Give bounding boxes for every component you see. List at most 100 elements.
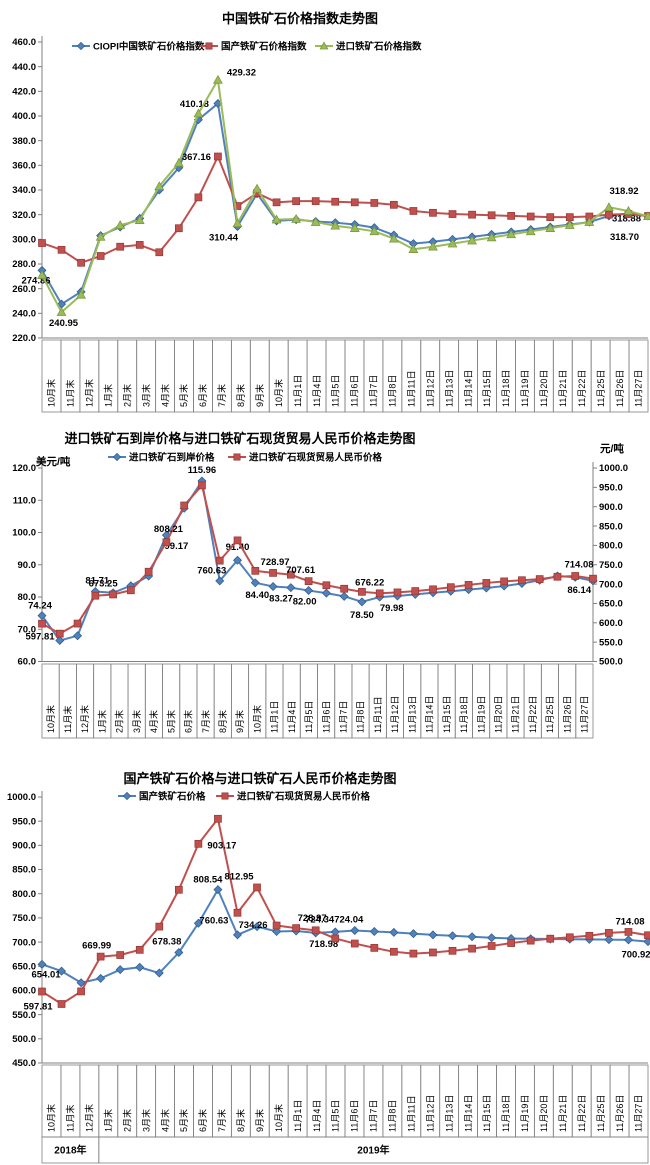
- data-point-marker: [198, 481, 206, 490]
- data-point-marker: [507, 212, 516, 220]
- y2-axis-tick-label: 750.0: [599, 560, 623, 571]
- year-group-label: 2018年: [54, 1144, 86, 1157]
- data-point-marker: [272, 921, 281, 930]
- x-axis-category-label: 2月末: [121, 384, 132, 407]
- data-point-marker: [73, 619, 82, 628]
- data-point-marker: [194, 839, 203, 848]
- series-markers: [37, 885, 650, 988]
- data-point-marker: [322, 581, 331, 590]
- data-point-marker: [546, 934, 555, 943]
- data-point-marker: [38, 619, 46, 628]
- data-point-marker: [134, 215, 145, 224]
- chart-title-price-index: 中国铁矿石价格指数走势图: [221, 11, 379, 26]
- series-data-labels: 654.01 678.38 808.54 718.98 724.04 700.92: [31, 875, 650, 981]
- data-point-marker: [271, 214, 282, 224]
- data-point-marker: [411, 587, 420, 595]
- y2-axis-tick-label: 900.0: [599, 502, 623, 513]
- legend-item-label: 进口铁矿石现货贸易人民币价格: [237, 790, 371, 802]
- data-point-marker: [252, 922, 262, 932]
- x-axis-category-label: 1月末: [96, 710, 107, 733]
- x-axis-category-label: 11月22日: [528, 696, 538, 733]
- data-point-marker: [330, 220, 341, 230]
- x-axis-category-label: 2月末: [114, 710, 125, 733]
- y-axis-tick-label: 500.0: [12, 1034, 36, 1045]
- data-point-marker: [393, 588, 402, 597]
- x-axis-category-label: 1月末: [102, 384, 113, 407]
- series-line: [41, 484, 594, 635]
- data-point-marker: [37, 270, 47, 279]
- chart-title-domestic-import: 国产铁矿石价格与进口铁矿石人民币价格走势图: [123, 771, 397, 786]
- data-point-marker: [115, 220, 126, 229]
- data-point-marker: [250, 578, 260, 588]
- data-point-label: 81.71: [85, 575, 109, 586]
- series-markers: [38, 481, 597, 638]
- x-axis-category-label: 11月15日: [442, 696, 452, 733]
- data-point-label: 734.26: [239, 920, 268, 931]
- data-point-label: 700.92: [621, 950, 650, 961]
- x-axis-category-label: 11月27日: [634, 370, 644, 407]
- data-point-marker: [214, 152, 222, 161]
- legend-item-label: 国产铁矿石价格指数: [221, 40, 307, 52]
- data-point-marker: [428, 930, 438, 940]
- data-point-marker: [232, 930, 242, 940]
- x-axis-category-label: 9月末: [254, 1109, 265, 1132]
- x-axis-category-label: 11月20日: [539, 1095, 549, 1132]
- data-point-marker: [487, 211, 496, 220]
- y2-axis-tick-label: 1000.0: [599, 463, 628, 474]
- left-axis-unit-label: 美元/吨: [36, 455, 71, 468]
- axes: [41, 791, 648, 1064]
- data-point-label: 310.44: [209, 232, 239, 243]
- data-point-marker: [369, 226, 380, 236]
- x-axis-category-label: 11月19日: [520, 1095, 530, 1132]
- series-markers: [37, 476, 598, 646]
- data-point-marker: [144, 567, 153, 576]
- y-axis-ticks: 60.0 70.0 80.0 90.0 100.0 110.0 120.0: [12, 463, 42, 668]
- x-axis-category-label: 11月25日: [596, 370, 606, 407]
- x-axis-category-label: 8月末: [235, 1109, 246, 1132]
- data-point-label: 78.50: [350, 610, 374, 621]
- data-point-label: 678.38: [152, 937, 181, 948]
- data-point-label: 74.24: [28, 601, 52, 612]
- y-axis-tick-label: 750.0: [12, 913, 36, 924]
- y-axis-tick-label: 100.0: [12, 528, 36, 539]
- data-point-marker: [77, 987, 85, 996]
- price-index-plot: 220.0 240.0 260.0 280.0 300.0 320.0 340.0 360.0…: [12, 36, 650, 413]
- data-point-label: 812.95: [225, 871, 255, 882]
- y2-axis-tick-label: 650.0: [599, 599, 623, 610]
- data-point-marker: [319, 41, 329, 50]
- x-axis-category-label: 10月末: [273, 1104, 284, 1132]
- data-point-marker: [215, 576, 225, 586]
- legend-item: CIOPI中国铁矿石价格指数: [72, 40, 205, 52]
- legend: 进口铁矿石到岸价格 进口铁矿石现货贸易人民币价格: [108, 451, 383, 463]
- data-point-marker: [526, 936, 535, 945]
- y-axis-tick-label: 120.0: [12, 463, 36, 474]
- data-point-marker: [233, 453, 241, 461]
- y-axis-tick-label: 300.0: [12, 235, 36, 246]
- data-point-marker: [468, 210, 476, 219]
- data-point-marker: [76, 41, 86, 51]
- data-point-marker: [506, 229, 517, 239]
- data-point-label: 676.22: [355, 577, 384, 588]
- legend-item-label: CIOPI中国铁矿石价格指数: [93, 40, 205, 52]
- data-point-marker: [565, 213, 574, 221]
- data-point-marker: [487, 942, 496, 950]
- data-point-marker: [109, 590, 117, 599]
- data-point-marker: [155, 248, 164, 257]
- data-point-marker: [507, 939, 516, 947]
- data-point-marker: [349, 223, 360, 232]
- data-point-marker: [112, 452, 122, 462]
- data-point-marker: [605, 929, 613, 937]
- data-point-marker: [311, 926, 320, 935]
- legend-item: 进口铁矿石现货贸易人民币价格: [228, 451, 383, 463]
- right-axis-unit-label: 元/吨: [600, 442, 624, 455]
- x-axis-category-label: 6月末: [197, 1109, 208, 1132]
- x-axis-category-label: 11月8日: [388, 1100, 398, 1132]
- data-point-marker: [564, 220, 575, 229]
- x-axis-category-label: 11月4日: [312, 375, 322, 407]
- data-point-marker: [339, 591, 349, 601]
- x-axis-category-label: 11月13日: [444, 370, 454, 407]
- y-axis-tick-label: 700.0: [12, 937, 36, 948]
- data-point-marker: [174, 948, 184, 958]
- legend-item: 进口铁矿石现货贸易人民币价格: [216, 790, 371, 802]
- data-point-marker: [447, 238, 458, 248]
